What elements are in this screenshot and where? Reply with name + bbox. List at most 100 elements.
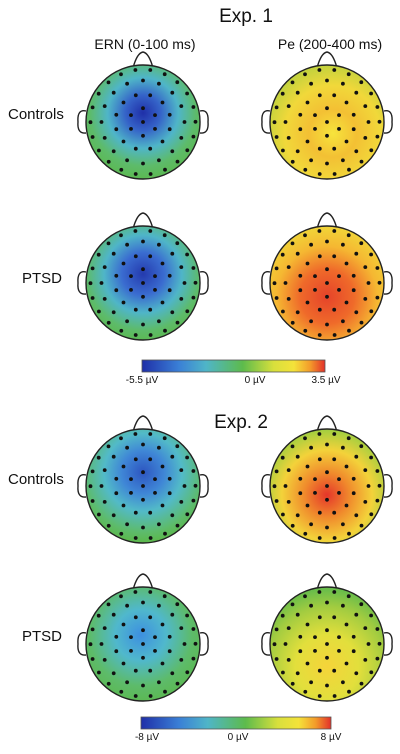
electrode-dot <box>305 503 310 508</box>
electrode-dot <box>290 159 295 164</box>
electrode-dot <box>106 159 111 164</box>
electrode-dot <box>133 615 138 620</box>
electrode-dot <box>119 594 123 599</box>
electrode-dot <box>295 310 300 315</box>
electrode-dot <box>90 266 95 271</box>
electrode-dot <box>90 135 95 139</box>
electrode-dot <box>341 522 345 527</box>
electrode-dot <box>182 120 187 124</box>
electrode-dot <box>309 242 313 247</box>
electrode-dot <box>309 158 313 163</box>
electrode-dot <box>179 104 184 108</box>
electrode-dot <box>153 491 157 495</box>
electrode-dot <box>286 136 291 140</box>
electrode-dot <box>274 135 279 139</box>
electrode-dot <box>317 510 322 515</box>
electrode-dot <box>337 649 341 653</box>
electrode-dot <box>359 523 364 528</box>
electrode-dot <box>317 333 322 337</box>
electrode-dot <box>175 681 180 686</box>
electrode-dot <box>298 127 303 132</box>
electrode-dot <box>305 300 310 305</box>
electrode-dot <box>354 671 359 676</box>
electrode-dot <box>344 661 349 666</box>
electrode-dot <box>133 254 138 259</box>
electrode-dot <box>114 649 119 654</box>
electrode-dot <box>121 661 126 666</box>
electrode-dot <box>121 622 126 627</box>
electrode-dot <box>290 681 295 686</box>
electrode-dot <box>359 681 364 686</box>
electrode-dot <box>290 80 295 85</box>
electrode-dot <box>167 634 172 639</box>
electrode-dot <box>141 525 145 530</box>
electrode-dot <box>157 680 161 685</box>
electrode-dot <box>121 300 126 305</box>
colorbar-exp2-min-label: -8 µV <box>134 732 160 743</box>
electrode-dot <box>182 281 187 285</box>
electrode-dot <box>133 694 138 698</box>
electrode-dot <box>193 483 198 488</box>
electrode-dot <box>347 167 351 172</box>
electrode-dot <box>102 468 107 472</box>
electrode-dot <box>375 134 380 139</box>
electrode-dot <box>111 90 116 95</box>
electrode-dot <box>167 491 172 496</box>
electrode-dot <box>280 613 285 618</box>
left-ear-outline <box>77 632 87 656</box>
electrode-dot <box>375 469 380 473</box>
topomap-exp2-controls-pe <box>261 415 393 544</box>
electrode-dot <box>133 229 138 233</box>
electrode-dot <box>377 119 382 124</box>
electrode-dot <box>313 491 317 495</box>
electrode-dot <box>106 523 111 528</box>
electrode-dot <box>283 120 288 124</box>
electrode-dot <box>129 274 133 278</box>
nose-outline <box>132 573 154 591</box>
electrode-dot <box>114 491 119 496</box>
electrode-dot <box>366 484 371 488</box>
electrode-dot <box>162 594 167 599</box>
electrode-dot <box>157 319 161 324</box>
electrode-dot <box>317 457 322 462</box>
nose-outline <box>132 212 154 230</box>
electrode-dot <box>90 499 95 503</box>
electrode-dot <box>167 476 172 481</box>
electrode-dot <box>191 266 196 270</box>
electrode-dot <box>148 510 153 515</box>
electrode-dot <box>325 161 329 166</box>
electrode-dot <box>369 309 374 314</box>
electrode-dot <box>148 590 153 594</box>
electrode-dot <box>141 628 145 633</box>
electrode-dot <box>341 445 345 450</box>
electrode-dot <box>325 239 329 244</box>
electrode-dot <box>313 649 317 653</box>
electrode-dot <box>332 510 337 515</box>
electrode-dot <box>125 522 129 527</box>
electrode-dot <box>170 454 175 459</box>
electrode-dot <box>305 100 310 105</box>
electrode-dot <box>298 476 303 481</box>
electrode-dot <box>337 477 341 481</box>
electrode-dot <box>175 523 180 528</box>
electrode-dot <box>90 105 95 110</box>
electrode-dot <box>298 491 303 496</box>
left-ear-outline <box>77 271 87 295</box>
electrode-dot <box>369 252 373 257</box>
electrode-dot <box>111 310 116 315</box>
topomap-exp1-controls-ern <box>77 51 209 180</box>
colorbar-exp2-mid-label: 0 µV <box>227 732 249 743</box>
electrode-dot <box>317 229 322 233</box>
electrode-dot <box>332 668 337 673</box>
electrode-dot <box>191 656 196 661</box>
electrode-dot <box>305 661 310 666</box>
electrode-dot <box>351 288 356 293</box>
electrode-dot <box>359 602 364 607</box>
electrode-dot <box>332 307 337 312</box>
electrode-dot <box>133 536 138 540</box>
electrode-dot <box>160 100 165 105</box>
electrode-dot <box>111 251 116 256</box>
electrode-dot <box>97 670 101 675</box>
electrode-dot <box>347 531 351 536</box>
colorbar-exp1-min-label: -5.5 µV <box>125 375 159 386</box>
